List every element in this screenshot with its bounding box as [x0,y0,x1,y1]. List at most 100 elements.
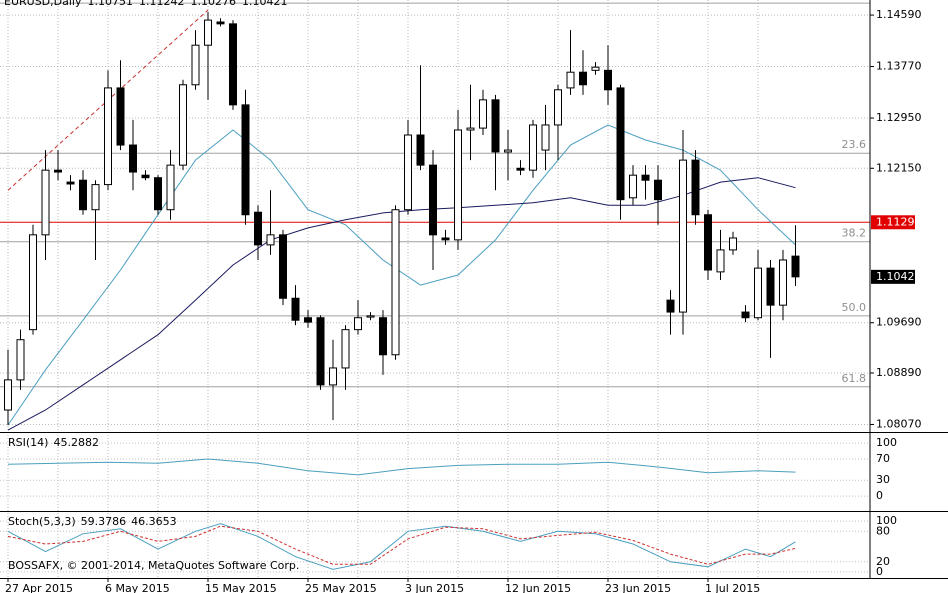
candle-body [704,214,712,271]
candle-body [391,209,400,356]
candle-body [604,69,612,91]
candle-body [691,159,700,216]
candle-body [316,317,325,386]
candle-body [166,164,175,211]
title-open: 1.10751 [87,0,133,8]
candle-body [129,144,137,173]
indicator-tick-label: 70 [876,452,890,465]
candle-body [79,179,87,211]
indicator-line [7,525,796,565]
horizontal-line-tag [871,215,915,230]
fib-level-label: 38.2 [842,227,867,240]
indicator-tick-label: 100 [876,436,897,449]
indicator-name: Stoch(5,3,3) [8,515,76,528]
candle-body [504,149,512,153]
candle-body [54,169,62,173]
indicator-tick-label: 100 [876,514,897,527]
title-symbol: EURUSD,Daily [4,0,82,8]
indicator-tick-label: 80 [876,524,890,537]
y-tick-label: 1.13770 [876,60,922,73]
candle-body [554,89,562,126]
title-close: 1.10421 [242,0,288,8]
candle-body [591,66,600,71]
candle-body [141,174,150,179]
candle-body [329,367,337,386]
moving-average [7,177,796,431]
fib-level-label: 50.0 [842,301,867,314]
x-tick-label: 6 May 2015 [105,582,170,593]
y-tick-label: 1.08070 [876,417,922,430]
last-price-tag [871,269,915,284]
candle-body [629,174,637,199]
x-tick-label: 27 Apr 2015 [5,582,73,593]
candle-body [354,317,362,331]
y-tick-label: 1.14590 [876,8,922,21]
candle-body [66,181,75,185]
candle-body [204,19,212,46]
candle-body [666,299,675,313]
x-tick-label: 12 Jun 2015 [505,582,571,593]
y-tick-label: 1.08890 [876,366,922,379]
indicator-value: 59.3786 [81,515,127,528]
candle-body [616,87,625,201]
x-tick-label: 15 May 2015 [205,582,277,593]
candle-body [104,87,112,186]
candle-body [41,169,50,236]
candle-body [279,234,287,299]
chart-title: EURUSD,Daily 1.10751 1.11242 1.10276 1.10421 [4,0,287,8]
candle-body [716,249,725,273]
candle-body [191,44,200,86]
candle-body [216,21,225,25]
fib-level-label: 0.0 [849,0,867,1]
candle-body [229,23,237,106]
data-layer [0,9,870,570]
candle-body [291,297,300,321]
candle-body [254,211,262,246]
candle-body [441,237,450,241]
text-layer: 27 Apr 2015 6 May 2015 15 May 2015 25 May 2… [4,0,922,593]
candle-body [766,267,775,306]
candle-body [791,255,800,278]
candle-body [304,317,312,323]
x-tick-label: 25 May 2015 [305,582,377,593]
x-tick-label: 3 Jun 2015 [405,582,464,593]
candle-body [641,174,650,181]
candle-body [516,167,525,171]
candle-body [404,134,412,211]
candle-body [529,124,537,171]
title-low: 1.10276 [190,0,236,8]
candle-body [479,99,487,129]
indicator-tick-label: 30 [876,473,890,486]
candle-body [29,234,37,331]
candle-body [429,164,437,236]
candle-body [379,317,387,356]
candle-body [416,134,425,166]
indicator-tick-label: 20 [876,555,890,568]
title-high: 1.11242 [139,0,185,8]
indicator-value: 46.3653 [131,515,177,528]
indicator-value: 45.2882 [53,436,99,449]
horizontal-line-label: 1.11290 [876,215,922,228]
candle-body [241,104,250,216]
indicator-title: Stoch(5,3,3) 59.3786 46.3653 [8,515,177,528]
candle-body [566,71,575,89]
indicator-line [7,523,796,570]
indicator-name: RSI(14) [8,436,48,449]
last-price-label: 1.10421 [876,270,922,283]
candle-body [679,159,687,313]
y-tick-label: 1.12950 [876,111,922,124]
candle-body [654,179,662,201]
candle-body [741,311,750,319]
x-tick-label: 23 Jun 2015 [605,582,671,593]
y-tick-label: 1.09690 [876,316,922,329]
candle-body [154,177,162,211]
indicator-line [7,458,796,476]
x-tick-label: 1 Jul 2015 [705,582,760,593]
candle-body [16,339,25,381]
candle-body [179,84,187,166]
candle-body [729,237,737,251]
candle-body [91,184,100,211]
fib-level-label: 61.8 [842,372,867,385]
